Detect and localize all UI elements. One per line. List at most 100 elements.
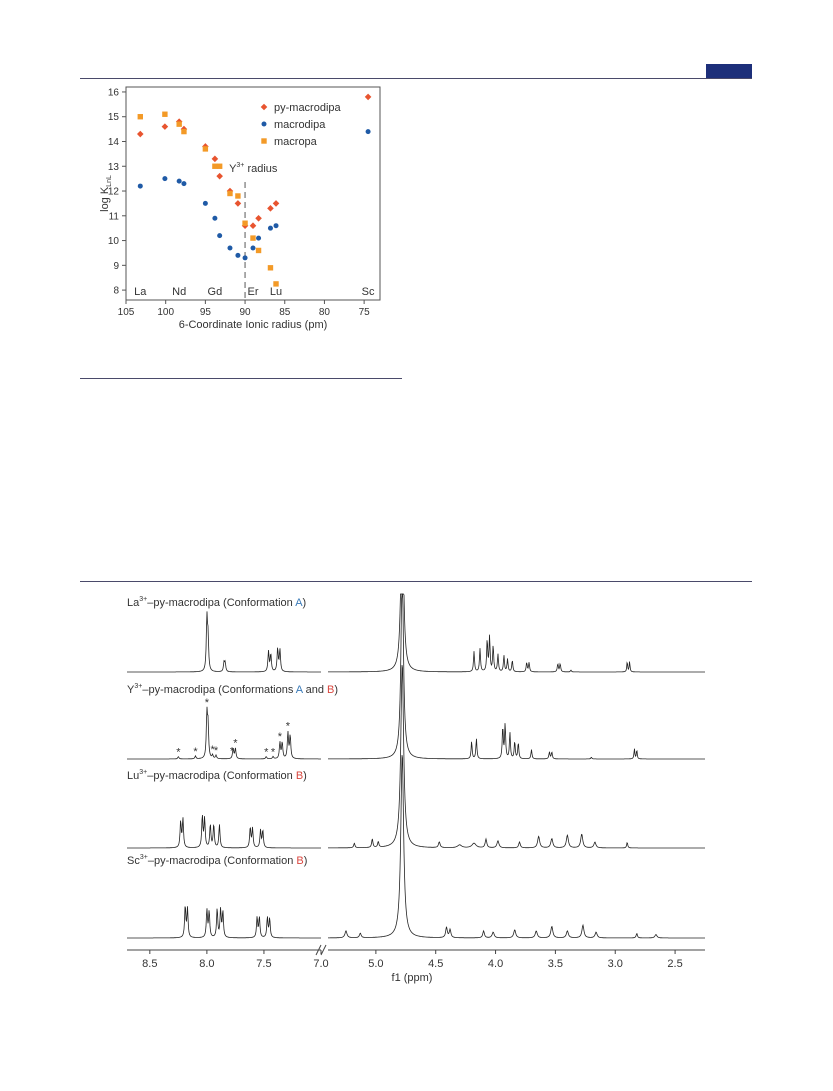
x-tick-label: 100 xyxy=(157,307,174,318)
spectrum-trace xyxy=(127,706,321,760)
data-point xyxy=(212,163,218,169)
peak-star-marker: * xyxy=(264,747,269,759)
x-tick-label: 105 xyxy=(118,307,135,318)
data-point xyxy=(212,215,218,221)
data-point xyxy=(250,235,256,241)
legend-label: macropa xyxy=(274,136,318,148)
legend-marker xyxy=(261,138,267,144)
spectrum-2 xyxy=(127,665,705,849)
nmr-x-tick-label: 4.0 xyxy=(488,958,503,970)
data-point xyxy=(176,178,182,184)
data-point xyxy=(267,205,274,212)
spectrum-trace xyxy=(328,593,705,760)
spectrum-label-part: ) xyxy=(303,597,307,609)
x-tick-label: 80 xyxy=(319,307,331,318)
peak-star-marker: * xyxy=(205,697,210,709)
spectrum-trace xyxy=(328,755,705,939)
spectrum-label: Y3+–py-macrodipa (Conformations A and B) xyxy=(127,683,338,696)
data-point xyxy=(202,146,209,152)
data-point xyxy=(202,200,208,206)
x-tick-label: 90 xyxy=(240,307,252,318)
legend-label: py-macrodipa xyxy=(274,102,342,114)
peak-star-marker: * xyxy=(233,738,238,750)
data-point xyxy=(227,245,233,251)
x-axis-label: 6-Coordinate Ionic radius (pm) xyxy=(179,319,328,331)
y-tick-label: 12 xyxy=(108,187,120,198)
spectrum-label-part: ) xyxy=(303,770,307,782)
spectrum-trace xyxy=(328,593,705,673)
data-point xyxy=(242,220,248,226)
annotation-after: radius xyxy=(244,163,278,175)
spectrum-label-part: ) xyxy=(304,855,308,867)
spectrum-label: Lu3+–py-macrodipa (Conformation B) xyxy=(127,769,307,782)
data-point xyxy=(136,130,144,138)
spectrum-label-part: and xyxy=(303,684,327,696)
spectrum-trace xyxy=(127,814,321,849)
y-tick-label: 10 xyxy=(108,236,120,247)
spectrum-0 xyxy=(127,593,705,673)
figure-divider-middle xyxy=(80,581,752,582)
spectrum-label-part: 3+ xyxy=(139,596,147,603)
data-point xyxy=(217,233,223,239)
series-macropa xyxy=(137,111,279,287)
spectrum-label-part: A xyxy=(296,684,304,696)
y-tick-label: 9 xyxy=(113,261,119,272)
data-point xyxy=(181,128,187,135)
spectrum-label: Sc3+–py-macrodipa (Conformation B) xyxy=(127,854,307,867)
peak-star-marker: * xyxy=(214,745,219,757)
y-axis-label-subscript: LnL xyxy=(106,175,113,187)
spectrum-label-part: Y xyxy=(127,684,135,696)
data-point xyxy=(162,111,168,117)
legend-marker xyxy=(261,121,267,127)
data-point xyxy=(242,255,248,261)
header-rule xyxy=(80,78,752,79)
peak-star-marker: * xyxy=(286,721,291,733)
nmr-x-tick-label: 7.0 xyxy=(313,958,328,970)
y-tick-label: 15 xyxy=(108,112,120,123)
spectrum-label-part: 3+ xyxy=(139,769,147,776)
y-axis-label-main: log K xyxy=(99,186,111,212)
nmr-x-tick-label: 3.5 xyxy=(548,958,563,970)
spectrum-3 xyxy=(127,755,705,939)
data-point xyxy=(211,155,219,163)
spectrum-label-part: Sc xyxy=(127,855,140,867)
nmr-x-tick-label: 7.5 xyxy=(256,958,271,970)
y-tick-label: 11 xyxy=(109,211,120,222)
data-point xyxy=(235,193,241,199)
data-point xyxy=(273,281,279,287)
nmr-x-tick-label: 3.0 xyxy=(608,958,623,970)
data-point xyxy=(273,223,279,229)
data-point xyxy=(267,225,273,231)
spectrum-label-part: –py-macrodipa (Conformation xyxy=(148,855,297,867)
y-tick-label: 8 xyxy=(113,286,119,297)
annotation-superscript: 3+ xyxy=(236,162,244,169)
data-point xyxy=(255,214,262,222)
y-tick-label: 13 xyxy=(108,162,120,173)
data-point xyxy=(137,183,143,189)
peak-star-marker: * xyxy=(271,746,276,758)
spectrum-label-part: –py-macrodipa (Conformation xyxy=(147,597,295,609)
element-label: Er xyxy=(248,286,259,298)
nmr-x-axis-label: f1 (ppm) xyxy=(392,972,433,984)
data-point xyxy=(256,235,262,241)
y-radius-annotation: Y3+ radius xyxy=(229,162,278,175)
data-point xyxy=(272,200,280,207)
header-tab xyxy=(706,64,752,78)
y-axis-label: log KLnL xyxy=(99,175,113,212)
axis-break-mark xyxy=(320,944,327,956)
nmr-x-tick-label: 2.5 xyxy=(667,958,682,970)
spectrum-label-part: A xyxy=(295,597,303,609)
peak-star-marker: * xyxy=(193,746,198,758)
spectrum-label-part: –py-macrodipa (Conformation xyxy=(147,770,296,782)
nmr-x-tick-label: 8.0 xyxy=(199,958,214,970)
spectrum-label-part: ) xyxy=(334,684,338,696)
data-point xyxy=(364,93,372,101)
figure-divider-top xyxy=(80,378,402,379)
spectrum-trace xyxy=(127,611,321,673)
spectrum-trace xyxy=(127,906,321,939)
annotation-main: Y xyxy=(229,163,237,175)
data-point xyxy=(216,163,223,169)
data-point xyxy=(176,121,182,127)
element-label: Nd xyxy=(172,286,186,298)
